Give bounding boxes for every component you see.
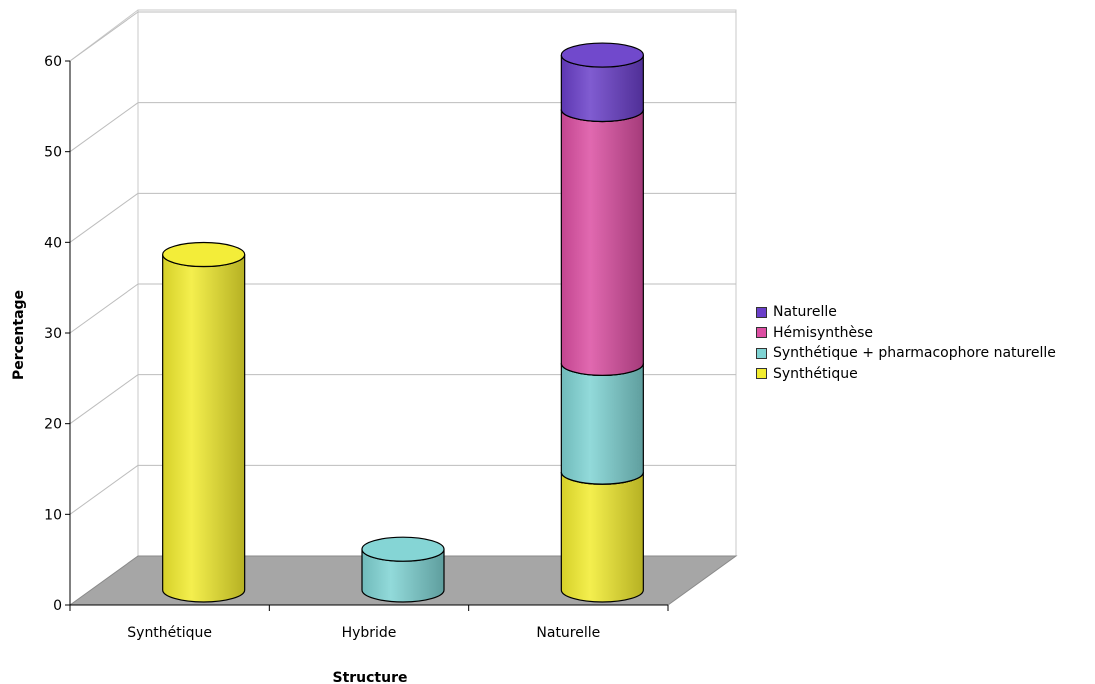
y-axis-title: Percentage	[11, 290, 27, 380]
bar-top-cap	[361, 536, 445, 562]
legend-item: Synthétique + pharmacophore naturelle	[756, 343, 1056, 364]
y-tick-label: 10	[44, 507, 62, 523]
y-tick-label: 60	[44, 54, 62, 70]
legend-item: Naturelle	[756, 302, 1056, 323]
legend-label: Naturelle	[773, 304, 837, 321]
x-axis: Synthétique Hybride Naturelle	[69, 604, 669, 641]
bar-top-cap	[560, 42, 644, 68]
legend-swatch	[756, 306, 767, 318]
bar-segment-synthétique	[162, 254, 246, 603]
back-wall	[137, 9, 737, 556]
bar-segment-synthétique	[560, 363, 644, 485]
gridline-side	[69, 11, 139, 62]
gridline-side	[69, 102, 139, 153]
y-tick-label: 0	[53, 598, 62, 614]
bars	[162, 42, 644, 603]
bar-top-cap	[162, 241, 246, 268]
bar-segment-synthétique	[560, 472, 644, 603]
y-tick-label: 20	[44, 417, 62, 433]
gridline-side	[69, 192, 139, 243]
gridline-side	[69, 374, 139, 425]
y-axis: 0 10 20 30 40 50 60	[44, 54, 71, 614]
y-tick-label: 30	[44, 326, 62, 342]
legend-swatch	[756, 368, 767, 380]
legend-label: Synthétique	[773, 365, 858, 382]
y-tick-label: 40	[44, 235, 62, 251]
x-tick-label: Hybride	[342, 625, 397, 641]
legend-swatch	[756, 327, 767, 339]
bar-segment-hémisynthèse	[560, 109, 644, 376]
gridline-side	[69, 464, 139, 515]
legend: Naturelle Hémisynthèse Synthétique + pharm…	[756, 302, 1056, 384]
x-axis-title: Structure	[332, 670, 407, 684]
legend-label: Synthétique + pharmacophore naturelle	[773, 345, 1056, 362]
y-tick-label: 50	[44, 145, 62, 161]
legend-item: Synthétique	[756, 364, 1056, 385]
x-tick-label: Naturelle	[536, 625, 600, 641]
legend-item: Hémisynthèse	[756, 323, 1056, 344]
gridline-side	[69, 283, 139, 334]
legend-swatch	[756, 347, 767, 359]
legend-label: Hémisynthèse	[773, 324, 874, 341]
x-tick-label: Synthétique	[127, 625, 212, 641]
